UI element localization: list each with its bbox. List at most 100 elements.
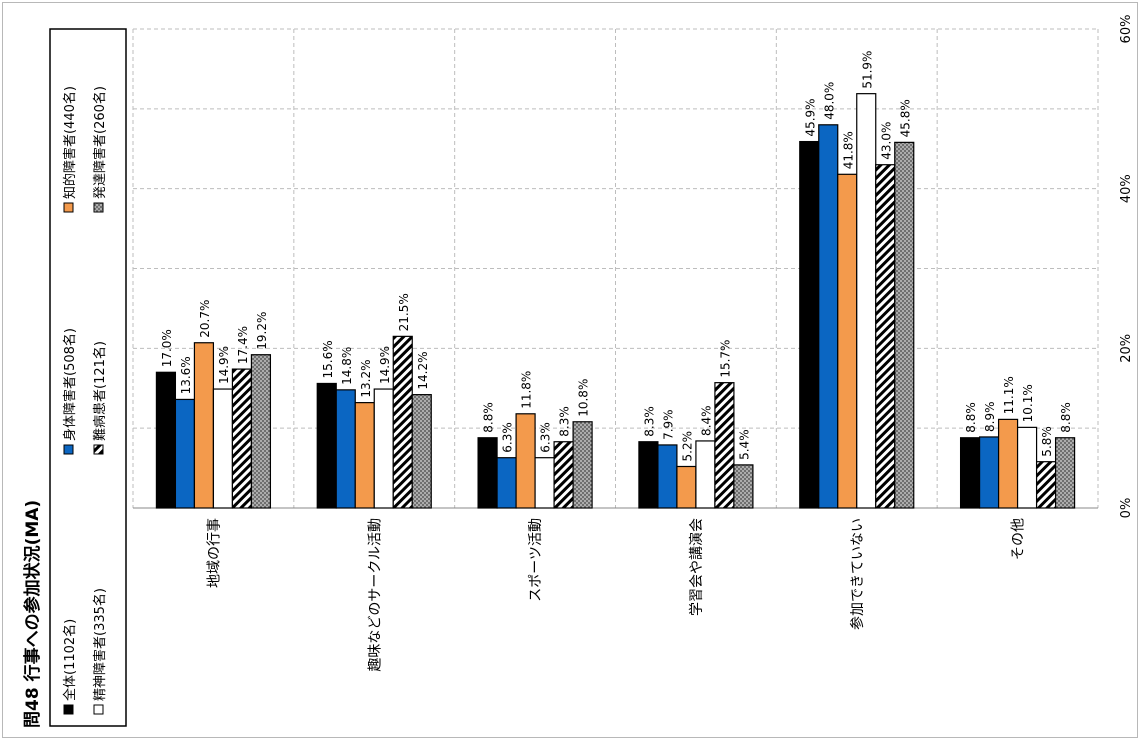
data-label: 15.7% bbox=[718, 340, 732, 378]
bar bbox=[354, 402, 375, 509]
bar bbox=[373, 388, 394, 509]
legend-swatch bbox=[63, 444, 74, 455]
data-label: 8.8% bbox=[964, 402, 978, 433]
category-label: 学習会や講演会 bbox=[689, 518, 705, 616]
bar bbox=[411, 394, 432, 509]
data-label: 43.0% bbox=[879, 122, 893, 160]
y-tick-label: 20% bbox=[1119, 334, 1134, 363]
data-label: 41.8% bbox=[841, 131, 855, 169]
category-label: 趣味などのサークル活動 bbox=[367, 518, 383, 672]
bar bbox=[316, 382, 337, 509]
bar bbox=[1016, 426, 1038, 509]
y-tick-label: 40% bbox=[1119, 174, 1134, 203]
bar bbox=[894, 141, 915, 509]
y-tick-label: 60% bbox=[1119, 15, 1134, 44]
bar bbox=[174, 398, 196, 509]
data-label: 11.1% bbox=[1002, 376, 1016, 414]
gridlines bbox=[132, 28, 1099, 508]
bar bbox=[978, 436, 1000, 509]
data-label: 21.5% bbox=[397, 293, 411, 331]
data-label: 13.2% bbox=[359, 359, 373, 397]
axes: 0% 20% 40% 60% 地域の行事 趣味などのサークル活動 スポーツ活動 学習会や講演会… bbox=[133, 15, 1134, 672]
data-label: 45.9% bbox=[803, 98, 817, 136]
legend-label: 身体障害者(508名) bbox=[62, 328, 78, 441]
legend-swatch bbox=[63, 704, 74, 715]
data-label: 10.1% bbox=[1021, 384, 1035, 422]
data-label: 6.3% bbox=[539, 422, 553, 453]
data-label: 8.9% bbox=[983, 401, 997, 432]
bar bbox=[496, 457, 517, 509]
bar bbox=[553, 441, 574, 509]
bars bbox=[155, 93, 1076, 509]
data-label: 7.9% bbox=[661, 409, 675, 440]
bar bbox=[856, 93, 877, 509]
bar bbox=[695, 440, 716, 509]
data-label: 5.4% bbox=[737, 429, 751, 460]
legend-label: 全体(1102名) bbox=[62, 619, 78, 701]
data-label: 14.8% bbox=[340, 347, 354, 385]
bar bbox=[231, 368, 253, 509]
data-label: 10.8% bbox=[577, 379, 591, 417]
data-label: 11.8% bbox=[520, 371, 534, 409]
data-label: 45.8% bbox=[898, 99, 912, 137]
legend-label: 知的障害者(440名) bbox=[62, 86, 78, 199]
bar bbox=[155, 371, 177, 509]
data-label: 13.6% bbox=[179, 356, 193, 394]
bar bbox=[837, 173, 858, 509]
bar bbox=[392, 335, 413, 509]
category-label: スポーツ活動 bbox=[528, 518, 544, 602]
legend-swatch bbox=[93, 202, 104, 213]
category-label: 参加できていない bbox=[849, 518, 866, 630]
chart-title: 問48 行事への参加状況(MA) bbox=[22, 500, 43, 728]
legend-swatch bbox=[63, 202, 74, 213]
data-label: 5.8% bbox=[1040, 426, 1054, 457]
data-label: 17.4% bbox=[236, 326, 250, 364]
legend-label: 難病患者(121名) bbox=[92, 341, 108, 441]
bar bbox=[657, 444, 678, 509]
bar bbox=[193, 342, 215, 509]
data-label: 8.8% bbox=[482, 402, 496, 433]
bar bbox=[515, 413, 536, 509]
bar bbox=[572, 421, 593, 509]
data-label: 14.9% bbox=[378, 346, 392, 384]
bar bbox=[250, 354, 272, 509]
data-label: 14.9% bbox=[217, 346, 231, 384]
legend-swatch bbox=[93, 444, 104, 455]
category-label: 地域の行事 bbox=[206, 518, 222, 588]
bar bbox=[477, 437, 498, 509]
y-tick-label: 0% bbox=[1119, 498, 1134, 519]
data-label: 8.4% bbox=[699, 405, 713, 436]
bar bbox=[676, 465, 697, 509]
legend-label: 発達障害者(260名) bbox=[92, 86, 108, 199]
data-label: 14.2% bbox=[416, 352, 430, 390]
data-label: 6.3% bbox=[501, 422, 515, 453]
bar bbox=[997, 418, 1019, 509]
bar bbox=[335, 389, 356, 509]
bar bbox=[714, 382, 735, 509]
bar bbox=[799, 140, 820, 509]
data-label: 15.6% bbox=[321, 340, 335, 378]
bar bbox=[875, 164, 896, 509]
bar bbox=[1054, 437, 1076, 509]
data-label: 17.0% bbox=[160, 329, 174, 367]
bar bbox=[534, 457, 555, 509]
bar bbox=[212, 388, 234, 509]
bar bbox=[959, 437, 981, 509]
bar bbox=[638, 441, 659, 509]
bar bbox=[1035, 461, 1057, 509]
data-label: 48.0% bbox=[822, 82, 836, 120]
data-label: 19.2% bbox=[255, 312, 269, 350]
data-label: 51.9% bbox=[860, 51, 874, 89]
data-labels: 17.0% 15.6% 8.8% 8.3% 45.9% 8.8% 13.6% 14.8% 6.3… bbox=[160, 51, 1073, 462]
category-label: その他 bbox=[1011, 518, 1027, 560]
bar bbox=[818, 124, 839, 509]
legend-box bbox=[49, 28, 127, 727]
data-label: 5.2% bbox=[680, 431, 694, 462]
data-label: 8.3% bbox=[558, 406, 572, 437]
legend-swatch bbox=[93, 704, 104, 715]
data-label: 20.7% bbox=[198, 300, 212, 338]
bar bbox=[733, 464, 754, 509]
legend: 全体(1102名) 身体障害者(508名) 知的障害者(440名) 精神障害者(335… bbox=[49, 28, 127, 727]
